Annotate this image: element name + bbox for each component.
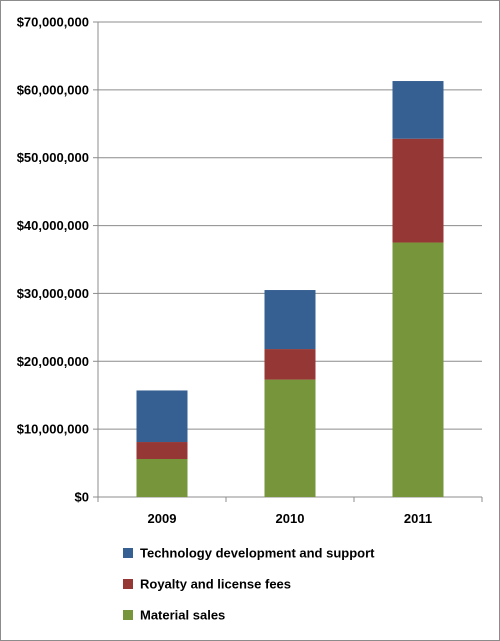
- y-tick-label: $20,000,000: [17, 354, 89, 369]
- x-tick-label: 2009: [148, 511, 177, 526]
- legend-swatch: [123, 579, 133, 589]
- legend-swatch: [123, 548, 133, 558]
- y-tick-label: $70,000,000: [17, 15, 89, 30]
- y-tick-label: $10,000,000: [17, 422, 89, 437]
- bar-segment: [392, 138, 444, 243]
- bar-segment: [136, 390, 188, 443]
- y-tick-label: $40,000,000: [17, 218, 89, 233]
- bar-segment: [264, 379, 316, 497]
- legend-label: Technology development and support: [140, 546, 375, 561]
- x-tick-label: 2010: [276, 511, 305, 526]
- bar-segment: [264, 290, 316, 350]
- legend-swatch: [123, 610, 133, 620]
- x-tick-label: 2011: [404, 511, 432, 526]
- legend-label: Material sales: [140, 608, 225, 623]
- bar-segment: [136, 459, 188, 497]
- bar-segment: [392, 81, 444, 139]
- y-tick-label: $0: [75, 490, 89, 505]
- bar-segment: [392, 242, 444, 497]
- y-tick-label: $50,000,000: [17, 150, 89, 165]
- y-tick-label: $30,000,000: [17, 286, 89, 301]
- y-tick-label: $60,000,000: [17, 82, 89, 97]
- bar-segment: [264, 349, 316, 380]
- bar-segment: [136, 442, 188, 459]
- legend-label: Royalty and license fees: [140, 577, 291, 592]
